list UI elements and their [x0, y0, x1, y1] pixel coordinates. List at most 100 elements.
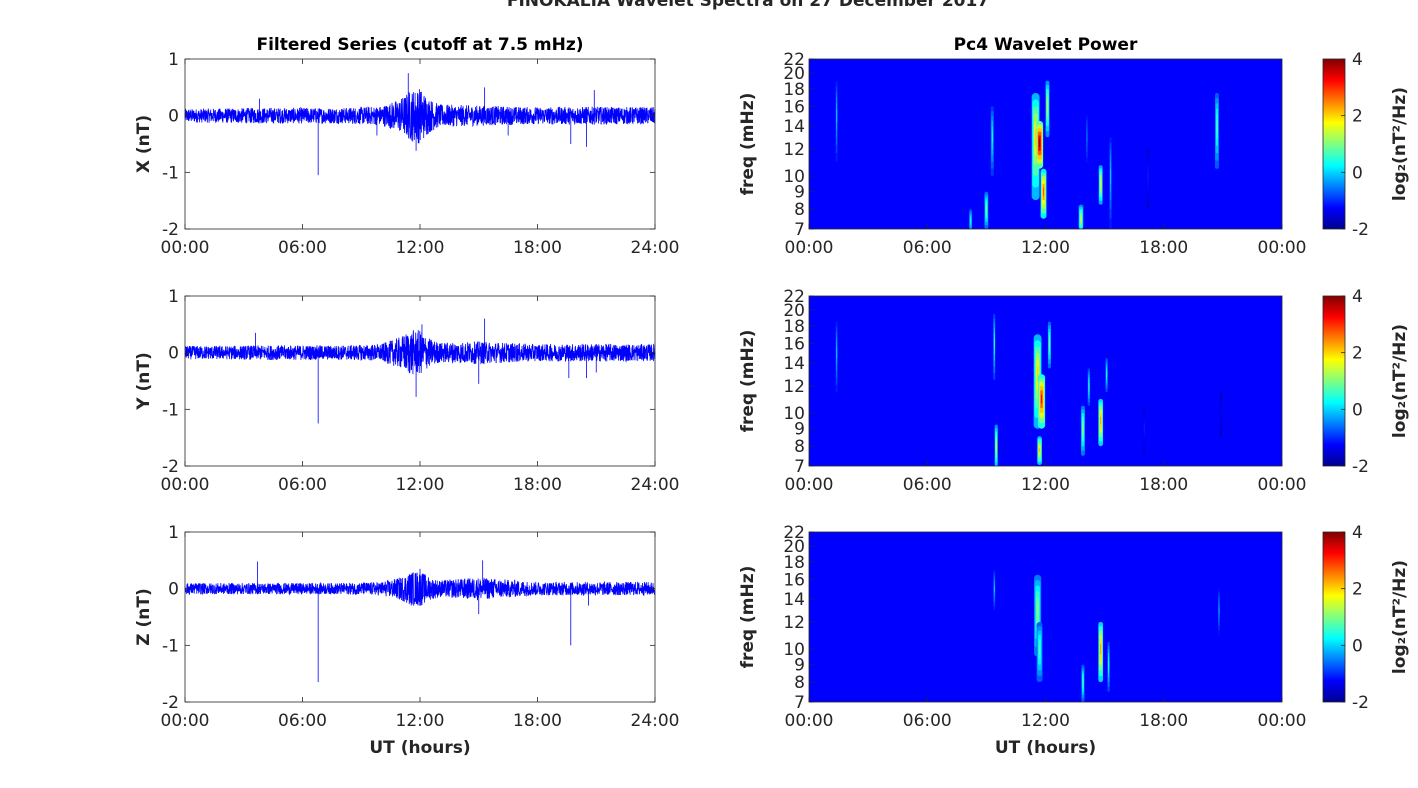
y-tick-label: 10 [783, 404, 805, 424]
y-tick-label: -2 [162, 457, 179, 477]
y-tick-label: -1 [162, 636, 179, 656]
y-tick-label: 1 [168, 523, 179, 543]
colorbar-tick-label: 0 [1352, 636, 1363, 656]
y-tick-label: 12 [783, 377, 805, 397]
x-tick-label: 12:00 [1021, 475, 1070, 495]
power-feature [1143, 405, 1146, 456]
y-tick-label: 14 [783, 590, 805, 610]
colorbar-label: log₂(nT²/Hz) [1390, 324, 1410, 438]
power-feature [1217, 588, 1220, 635]
y-tick-label: 0 [168, 344, 179, 364]
power-feature [1098, 165, 1103, 205]
x-tick-label: 06:00 [278, 711, 327, 731]
y-tick-label: 8 [794, 200, 805, 220]
power-level [1080, 216, 1082, 222]
x-tick-label: 18:00 [513, 238, 562, 258]
x-tick-label: 18:00 [513, 711, 562, 731]
y-tick-label: 8 [794, 673, 805, 693]
power-feature [990, 106, 994, 177]
y-axis-label: Y (nT) [134, 352, 154, 410]
power-level [1106, 371, 1108, 377]
x-tick-label: 12:00 [1021, 711, 1070, 731]
timeseries-panel-1: -2 -1 0 1 00:00 06:00 12:00 18:00 24:00 Y (nT) [134, 287, 680, 495]
x-tick-label: 18:00 [513, 475, 562, 495]
x-tick-label: 12:00 [396, 711, 445, 731]
colorbar-gradient [1322, 295, 1346, 467]
power-level [1047, 101, 1048, 111]
power-feature [1107, 641, 1110, 692]
power-level [1220, 409, 1222, 417]
y-tick-label: -2 [162, 220, 179, 240]
y-tick-label: 18 [783, 317, 805, 337]
colorbar-tick-label: 4 [1352, 523, 1363, 543]
power-feature [1081, 664, 1085, 702]
x-tick-label: 00:00 [785, 238, 834, 258]
power-level [992, 131, 993, 143]
x-tick-label: 00:00 [161, 711, 210, 731]
y-tick-label: -1 [162, 163, 179, 183]
x-tick-label: 18:00 [1139, 711, 1188, 731]
x-tick-label: 24:00 [631, 475, 680, 495]
power-level [1086, 132, 1088, 142]
power-feature [984, 191, 989, 229]
power-feature [1045, 80, 1050, 138]
y-tick-label: 9 [794, 656, 805, 676]
colorbar-gradient [1322, 58, 1346, 230]
power-feature [1047, 321, 1052, 369]
y-tick-label: 22 [783, 50, 805, 70]
y-tick-label: 0 [168, 580, 179, 600]
y-axis-label: freq (mHz) [738, 93, 758, 196]
power-level [1039, 447, 1040, 453]
y-axis-label: freq (mHz) [738, 566, 758, 669]
y-tick-label: 7 [794, 220, 805, 240]
power-feature [1038, 374, 1046, 429]
x-tick-label: 18:00 [1139, 238, 1188, 258]
y-tick-label: 20 [783, 301, 805, 321]
x-axis-label: UT (hours) [995, 738, 1096, 758]
colorbar-tick-label: -2 [1352, 693, 1369, 713]
y-tick-label: 22 [783, 523, 805, 543]
x-tick-label: 24:00 [631, 238, 680, 258]
y-tick-label: 9 [794, 183, 805, 203]
power-level [994, 585, 995, 593]
colorbar-tick-label: 2 [1352, 580, 1363, 600]
power-feature [1037, 436, 1042, 465]
power-feature [1078, 204, 1084, 229]
series-line [184, 73, 656, 176]
y-tick-label: 16 [783, 570, 805, 590]
x-tick-label: 00:00 [785, 475, 834, 495]
x-tick-label: 06:00 [278, 475, 327, 495]
power-feature [994, 424, 998, 466]
x-tick-label: 18:00 [1139, 475, 1188, 495]
y-axis-label: Z (nT) [134, 588, 154, 645]
power-feature [1109, 137, 1112, 229]
y-tick-label: 1 [168, 50, 179, 70]
y-tick-label: 20 [783, 537, 805, 557]
series-line [184, 318, 656, 424]
figure-title: FINOKALIA Wavelet Spectra on 27 December… [507, 0, 989, 11]
power-level [836, 109, 838, 123]
power-level [1147, 171, 1149, 182]
colorbar-tick-label: 0 [1352, 163, 1363, 183]
x-tick-label: 00:00 [1258, 238, 1307, 258]
plot-area [185, 296, 655, 466]
y-tick-label: 10 [783, 167, 805, 187]
plot-area [185, 59, 655, 229]
power-level [1082, 679, 1084, 686]
power-level [995, 442, 997, 451]
power-level [1143, 424, 1145, 433]
power-level [1082, 424, 1084, 433]
x-tick-label: 12:00 [396, 238, 445, 258]
colorbar-tick-label: -2 [1352, 457, 1369, 477]
y-tick-label: 16 [783, 334, 805, 354]
x-tick-label: 12:00 [1021, 238, 1070, 258]
timeseries-panel-2: -2 -1 0 1 00:00 06:00 12:00 18:00 24:00 Z (nT) UT … [134, 523, 680, 758]
power-feature [993, 313, 996, 380]
power-feature [1098, 621, 1104, 683]
colorbar-tick-label: -2 [1352, 220, 1369, 240]
y-tick-label: 12 [783, 613, 805, 633]
colorbar-gradient [1322, 531, 1346, 703]
